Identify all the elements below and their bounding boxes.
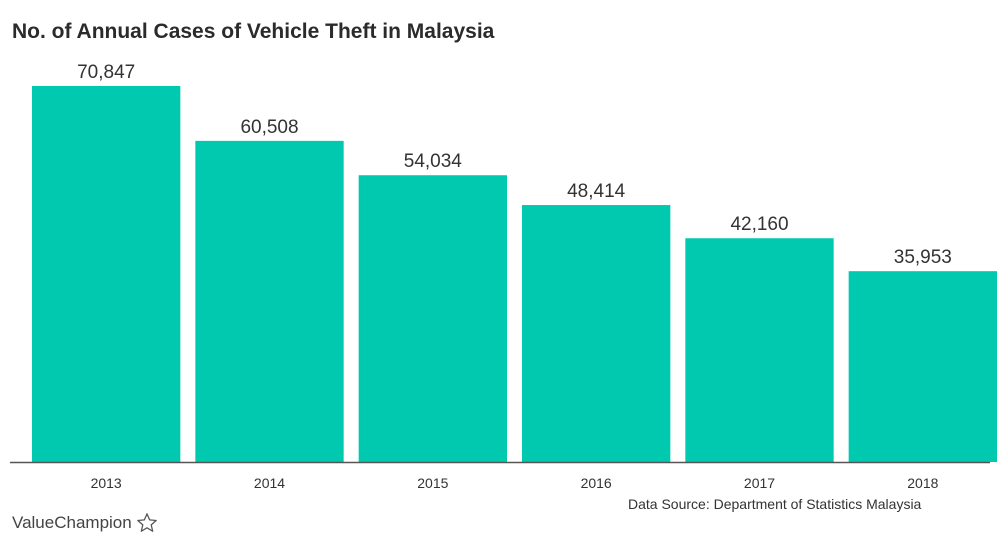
value-label-2014: 60,508	[240, 117, 298, 138]
bar-2014	[195, 140, 344, 462]
star-outline-icon	[136, 513, 157, 532]
value-label-2018: 35,953	[894, 247, 952, 268]
bar-2016	[522, 205, 671, 462]
bar-2015	[358, 175, 507, 462]
x-tick-label-2015: 2015	[417, 475, 448, 491]
x-tick-label-2013: 2013	[91, 475, 122, 491]
value-labels-group: 70,847 60,508 54,034 48,414 42,160 35,953	[77, 62, 952, 268]
x-tick-label-2016: 2016	[581, 475, 612, 491]
x-tick-labels-group: 2013 2014 2015 2016 2017 2018	[91, 475, 939, 491]
value-label-2017: 42,160	[730, 214, 788, 235]
brand-logo: ValueChampion	[12, 512, 158, 534]
x-tick-label-2014: 2014	[254, 475, 285, 491]
chart-title: No. of Annual Cases of Vehicle Theft in …	[12, 20, 495, 43]
bars-group	[32, 86, 997, 462]
brand-name: ValueChampion	[12, 513, 132, 532]
data-source-note: Data Source: Department of Statistics Ma…	[628, 496, 922, 512]
x-tick-label-2017: 2017	[744, 475, 775, 491]
x-tick-label-2018: 2018	[907, 475, 938, 491]
value-label-2016: 48,414	[567, 181, 626, 202]
bar-2013	[32, 86, 181, 462]
value-label-2015: 54,034	[404, 151, 463, 172]
bar-2017	[685, 238, 834, 462]
value-label-2013: 70,847	[77, 62, 135, 83]
bar-2018	[848, 271, 997, 462]
